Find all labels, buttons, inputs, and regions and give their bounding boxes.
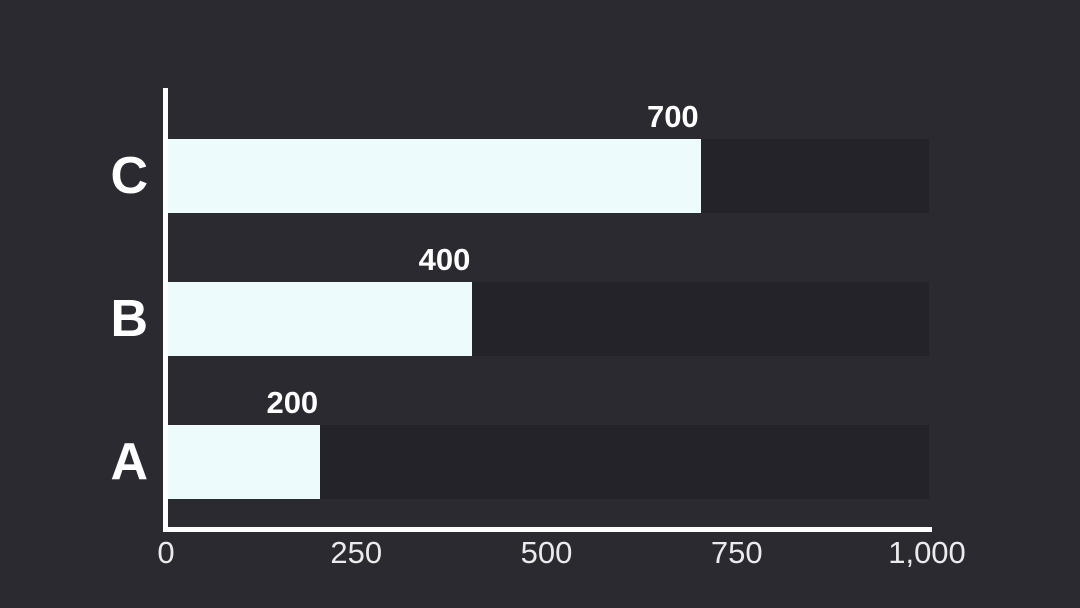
bar-row-a: 200 — [168, 385, 929, 499]
bar-row-b: 400 — [168, 242, 929, 356]
bar-value-label-c: 700 — [646, 99, 699, 134]
bar-row-c: 700 — [168, 99, 929, 213]
bar-b — [168, 282, 473, 356]
bar-c — [168, 139, 701, 213]
x-tick-500: 500 — [520, 535, 573, 570]
category-label-a: A — [110, 433, 148, 491]
bar-a — [168, 425, 321, 499]
y-axis-category-labels: C B A — [0, 88, 150, 527]
x-tick-750: 750 — [710, 535, 763, 570]
x-tick-1000: 1,000 — [888, 535, 966, 570]
bar-value-label-a: 200 — [266, 385, 319, 420]
plot-area: 700 400 200 — [168, 88, 929, 527]
x-tick-0: 0 — [157, 535, 175, 570]
x-tick-250: 250 — [330, 535, 383, 570]
x-axis-line — [163, 527, 932, 532]
category-label-b: B — [110, 290, 148, 348]
bar-value-label-b: 400 — [418, 242, 471, 277]
category-label-c: C — [110, 147, 148, 205]
y-axis-line — [163, 88, 168, 532]
x-axis-tick-labels: 0 250 500 750 1,000 — [157, 535, 965, 572]
